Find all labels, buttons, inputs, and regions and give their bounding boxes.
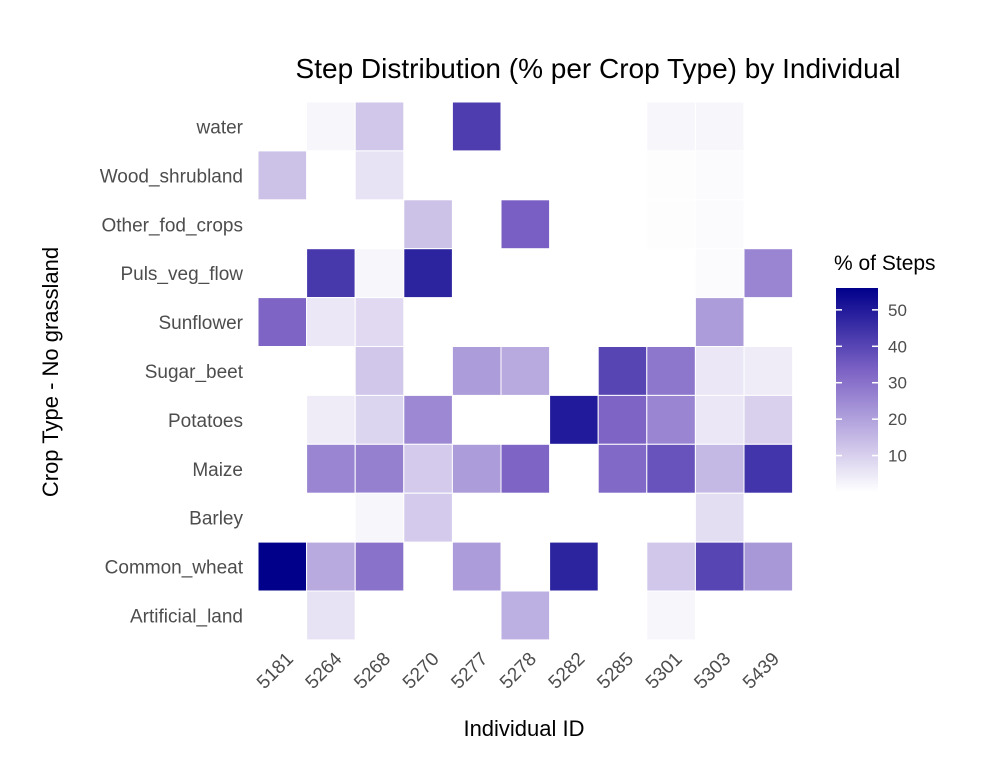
y-tick-label: Potatoes (168, 411, 243, 432)
y-tick-label: Barley (189, 509, 243, 530)
legend: % of Steps 10 20 30 40 50 (834, 252, 936, 492)
y-tick-label: Puls_veg_flow (120, 264, 243, 285)
x-tick-label: 5181 (253, 649, 298, 694)
heatmap-cell (306, 101, 356, 152)
heatmap-cell (743, 541, 794, 592)
heatmap-cell (354, 150, 405, 201)
heatmap-cell (694, 101, 745, 152)
legend-tick-label: 10 (888, 447, 907, 466)
heatmap-cell (597, 443, 648, 494)
y-tick-label: Maize (192, 460, 243, 481)
heatmap-cell (597, 394, 648, 445)
legend-tick-label: 50 (888, 301, 907, 320)
y-tick-label: Sugar_beet (145, 362, 244, 383)
x-tick-label: 5277 (447, 649, 492, 694)
heatmap-cell (694, 199, 745, 250)
x-axis-title: Individual ID (463, 716, 584, 741)
heatmap-cell (549, 394, 599, 445)
heatmap-cell (646, 346, 696, 396)
heatmap-cell (646, 590, 696, 641)
heatmap-cell (500, 443, 551, 494)
y-tick-label: Sunflower (159, 313, 244, 334)
y-tick-labels: water Wood_shrubland Other_fod_crops Puls_v… (100, 117, 244, 627)
heatmap-cell (597, 346, 648, 396)
heatmap-cell (257, 150, 308, 201)
x-tick-label: 5264 (302, 648, 347, 693)
heatmap-cell (743, 346, 794, 396)
heatmap-cell (354, 248, 405, 299)
heatmap-cell (354, 394, 405, 445)
heatmap-cell (354, 346, 405, 396)
legend-colorbar (836, 288, 878, 492)
heatmap-cell (306, 248, 356, 299)
heatmap-cell (306, 394, 356, 445)
heatmap-cell (646, 443, 696, 494)
heatmap-cell (354, 541, 405, 592)
heatmap-cell (306, 443, 356, 494)
legend-tick-label: 20 (888, 410, 907, 429)
x-tick-label: 5303 (690, 649, 735, 694)
x-tick-label: 5282 (545, 649, 590, 694)
y-tick-label: water (196, 117, 244, 138)
heatmap-cell (743, 394, 794, 445)
heatmap-cell (694, 541, 745, 592)
heatmap-cell (403, 248, 453, 299)
y-tick-label: Common_wheat (105, 558, 244, 579)
heatmap-cell (257, 297, 308, 348)
heatmap-cell (257, 541, 308, 592)
heatmap-cell (549, 541, 599, 592)
x-tick-label: 5439 (739, 649, 784, 694)
heatmap-cell (694, 443, 745, 494)
heatmap-cells (257, 101, 794, 641)
heatmap-cell (743, 248, 794, 299)
heatmap-cell (694, 394, 745, 445)
heatmap-cell (451, 101, 502, 152)
y-tick-label: Artificial_land (130, 606, 243, 627)
heatmap-cell (500, 199, 551, 250)
legend-ticks: 10 20 30 40 50 (836, 301, 907, 466)
heatmap-cell (354, 297, 405, 348)
heatmap-cell (694, 297, 745, 348)
heatmap-cell (646, 101, 696, 152)
heatmap-cell (451, 541, 502, 592)
y-axis-title: Crop Type - No grassland (38, 247, 63, 497)
heatmap-cell (646, 150, 696, 201)
legend-tick-label: 40 (888, 337, 907, 356)
x-tick-labels: 5181 5264 5268 5270 5277 5278 5282 5285 5301 5303… (253, 648, 784, 693)
heatmap-cell (403, 199, 453, 250)
heatmap-cell (403, 443, 453, 494)
heatmap-cell (646, 394, 696, 445)
x-tick-label: 5285 (593, 649, 638, 694)
heatmap-cell (743, 443, 794, 494)
heatmap-cell (306, 297, 356, 348)
x-tick-label: 5278 (496, 649, 541, 694)
y-tick-label: Wood_shrubland (100, 166, 243, 187)
legend-tick-label: 30 (888, 374, 907, 393)
chart-title: Step Distribution (% per Crop Type) by I… (296, 53, 901, 84)
legend-title: % of Steps (834, 252, 936, 275)
heatmap-cell (306, 541, 356, 592)
heatmap-cell (451, 346, 502, 396)
heatmap-cell (694, 346, 745, 396)
heatmap-cell (694, 492, 745, 543)
x-tick-label: 5301 (642, 649, 687, 694)
heatmap-cell (500, 346, 551, 396)
heatmap-cell (694, 150, 745, 201)
heatmap-cell (354, 443, 405, 494)
heatmap-cell (646, 199, 696, 250)
heatmap-cell (451, 443, 502, 494)
heatmap-cell (306, 590, 356, 641)
heatmap-cell (403, 492, 453, 543)
y-tick-label: Other_fod_crops (101, 215, 243, 236)
heatmap-cell (354, 101, 405, 152)
heatmap-cell (694, 248, 745, 299)
heatmap-cell (500, 590, 551, 641)
x-tick-label: 5270 (399, 649, 444, 694)
heatmap-cell (403, 394, 453, 445)
x-tick-label: 5268 (350, 649, 395, 694)
heatmap-cell (354, 492, 405, 543)
heatmap-cell (646, 541, 696, 592)
